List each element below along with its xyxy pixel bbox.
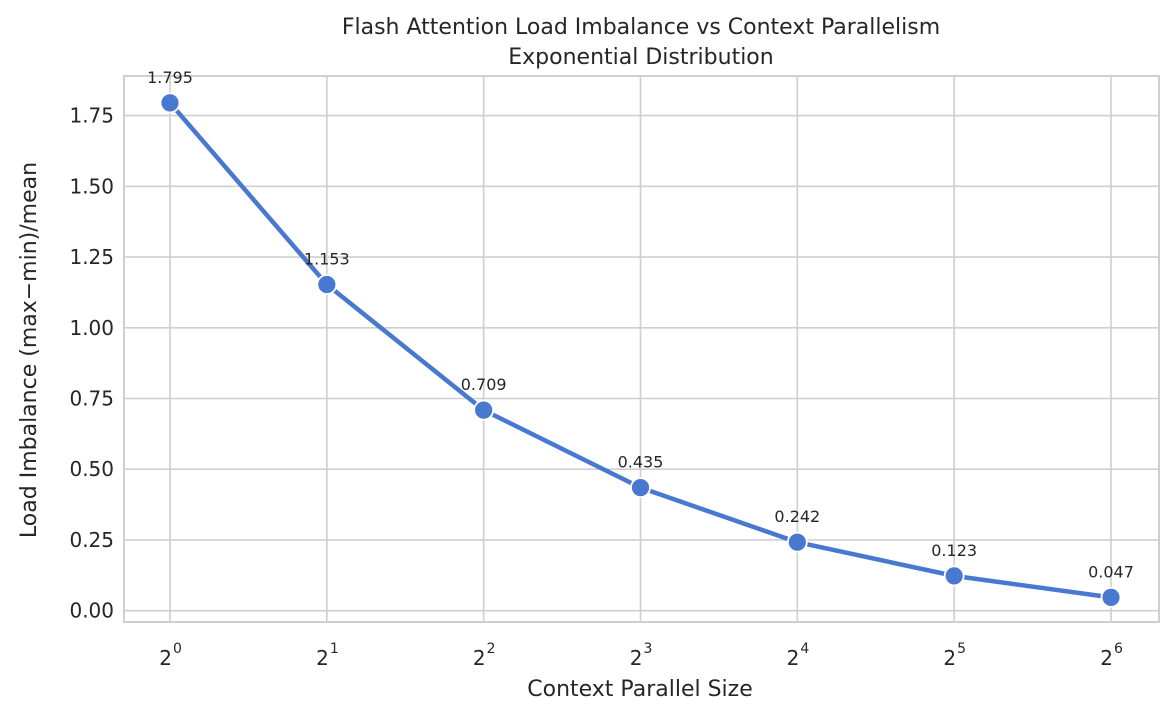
y-tick-label: 1.00 [69, 316, 114, 340]
x-tick-exponent: 1 [330, 641, 339, 657]
data-points [159, 92, 1122, 608]
data-point [1100, 586, 1122, 608]
data-point [630, 477, 651, 499]
x-tick-exponent: 0 [173, 641, 182, 657]
data-point [943, 565, 965, 587]
x-tick-base: 2 [943, 646, 956, 670]
data-point [159, 92, 181, 114]
y-tick-label: 0.00 [69, 599, 114, 623]
data-labels: 1.795 1.153 0.709 0.435 0.242 0.123 0.047 [147, 68, 1134, 582]
x-tick-exponent: 6 [1114, 641, 1123, 657]
y-tick-label: 1.75 [69, 104, 114, 128]
x-tick-base: 2 [1100, 646, 1113, 670]
x-tick-exponent: 2 [487, 641, 496, 657]
chart-subtitle: Exponential Distribution [508, 45, 773, 70]
y-axis-label: Load Imbalance (max−min)/mean [17, 162, 42, 538]
x-tick-base: 2 [159, 646, 172, 670]
data-label: 0.123 [931, 541, 977, 560]
data-label: 0.435 [618, 453, 664, 472]
x-tick-base: 2 [473, 646, 486, 670]
data-label: 0.242 [774, 507, 820, 526]
data-label: 1.153 [304, 249, 350, 268]
chart-title: Flash Attention Load Imbalance vs Contex… [342, 15, 940, 40]
data-point [316, 274, 338, 295]
x-tick-base: 2 [787, 646, 800, 670]
y-axis-ticks: 0.00 0.25 0.50 0.75 1.00 1.25 1.50 1.75 [69, 104, 114, 623]
x-tick-exponent: 4 [800, 641, 809, 657]
data-label: 1.795 [147, 68, 193, 87]
data-label: 0.709 [461, 375, 507, 394]
data-point [473, 399, 495, 421]
x-tick-exponent: 5 [957, 641, 966, 657]
y-tick-label: 0.50 [69, 457, 114, 481]
y-tick-label: 0.25 [69, 528, 114, 552]
y-tick-label: 1.25 [69, 245, 114, 269]
x-tick-base: 2 [316, 646, 329, 670]
grid [124, 76, 1159, 622]
plot-frame [123, 75, 1160, 623]
y-tick-label: 0.75 [69, 387, 114, 411]
x-tick-base: 2 [630, 646, 643, 670]
y-tick-label: 1.50 [69, 174, 114, 198]
data-label: 0.047 [1088, 562, 1134, 581]
x-axis-label: Context Parallel Size [527, 677, 753, 702]
data-point [786, 531, 808, 553]
x-tick-exponent: 3 [644, 641, 653, 657]
